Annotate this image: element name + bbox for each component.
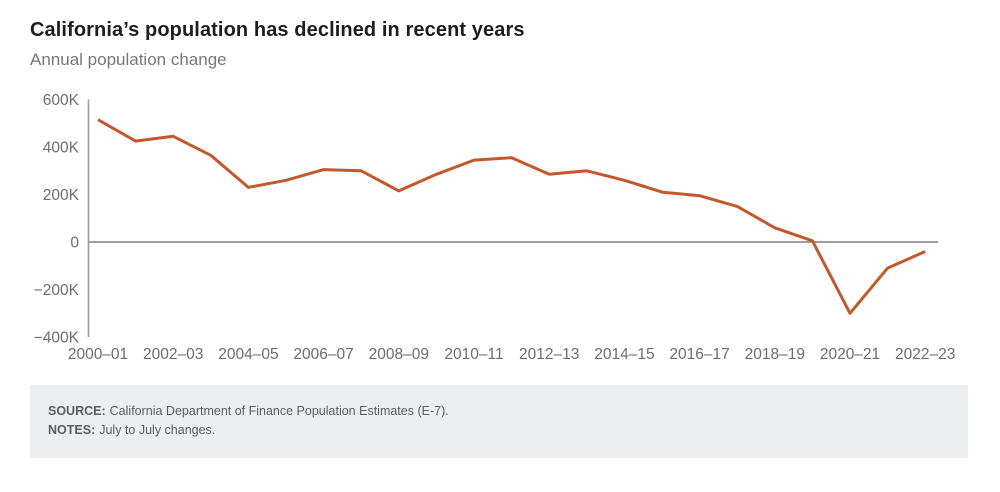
source-text: California Department of Finance Populat…	[109, 404, 449, 418]
y-tick-label: −400K	[34, 330, 80, 347]
chart-subtitle: Annual population change	[30, 50, 227, 69]
x-tick-label: 2018–19	[745, 346, 805, 363]
x-tick-label: 2020–21	[820, 346, 880, 363]
x-tick-label: 2002–03	[143, 346, 203, 363]
source-line: SOURCE: California Department of Finance …	[48, 402, 950, 421]
notes-label: NOTES:	[48, 423, 96, 437]
x-tick-label: 2004–05	[218, 346, 278, 363]
source-notes-box: SOURCE: California Department of Finance …	[30, 385, 968, 458]
y-tick-label: 0	[70, 235, 79, 252]
y-tick-label: −200K	[34, 282, 80, 299]
x-tick-label: 2016–17	[669, 346, 729, 363]
x-tick-label: 2014–15	[594, 346, 654, 363]
line-chart: 600K 400K 200K 0 −200K −400K 2000–01 2002–03 200…	[0, 85, 1000, 380]
x-tick-label: 2000–01	[68, 346, 128, 363]
notes-line: NOTES: July to July changes.	[48, 421, 950, 440]
x-tick-label: 2006–07	[293, 346, 353, 363]
x-tick-label: 2010–11	[444, 346, 503, 363]
x-tick-label: 2012–13	[519, 346, 579, 363]
population-change-line	[97, 118, 926, 315]
chart-title: California’s population has declined in …	[30, 19, 525, 41]
y-tick-label: 600K	[43, 92, 80, 109]
source-label: SOURCE:	[48, 404, 106, 418]
x-tick-label: 2008–09	[369, 346, 429, 363]
notes-text: July to July changes.	[99, 423, 216, 437]
x-tick-label: 2022–23	[895, 346, 955, 363]
y-tick-label: 400K	[43, 140, 80, 157]
y-tick-label: 200K	[43, 187, 80, 204]
